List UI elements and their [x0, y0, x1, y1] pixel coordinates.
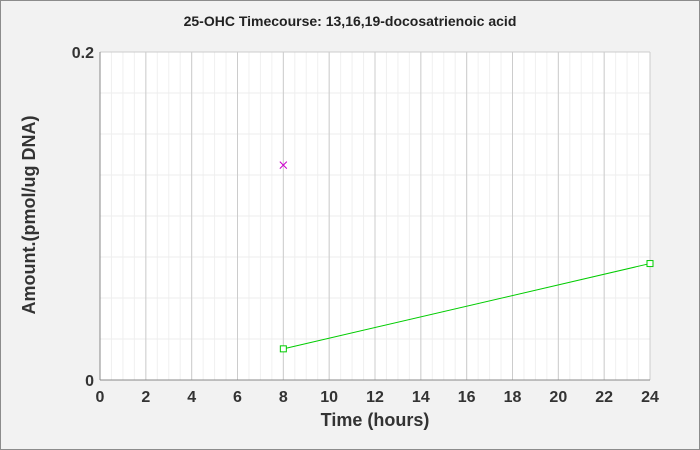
x-tick-label: 16: [458, 389, 476, 406]
y-tick-label: 0: [85, 373, 94, 390]
chart-title: 25-OHC Timecourse: 13,16,19-docosatrieno…: [184, 13, 517, 29]
series: [279, 161, 288, 170]
x-tick-labels: 0 2 4 6 8 10 12 14 16 18 20 22 24: [96, 389, 659, 406]
axes: [99, 52, 650, 381]
x-tick-label: 4: [187, 389, 196, 406]
series: [279, 260, 654, 353]
x-tick-label: 8: [279, 389, 288, 406]
x-tick-label: 24: [641, 389, 659, 406]
y-axis-label: Amount.(pmol/ug DNA): [19, 116, 39, 315]
x-axis-label: Time (hours): [321, 410, 430, 430]
y-tick-labels: 00.2: [72, 45, 94, 390]
x-tick-label: 2: [141, 389, 150, 406]
data-point-x-marker: [279, 161, 288, 170]
x-tick-label: 14: [412, 389, 430, 406]
x-tick-label: 22: [595, 389, 613, 406]
data-point-square-marker: [279, 345, 287, 353]
x-tick-label: 6: [233, 389, 242, 406]
series-layer: [279, 161, 654, 353]
x-tick-label: 10: [320, 389, 338, 406]
x-tick-label: 0: [96, 389, 105, 406]
x-tick-label: 18: [504, 389, 522, 406]
x-tick-label: 12: [366, 389, 384, 406]
y-tick-label: 0.2: [72, 45, 94, 62]
data-point-square-marker: [646, 260, 654, 268]
x-tick-label: 20: [549, 389, 567, 406]
series-line: [283, 263, 651, 350]
